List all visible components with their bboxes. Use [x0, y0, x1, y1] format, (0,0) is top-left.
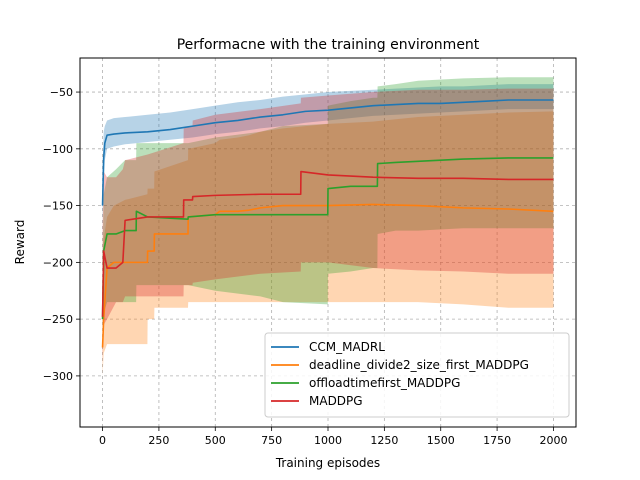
legend-label-0: CCM_MADRL — [309, 340, 385, 354]
y-tick-label: −100 — [43, 143, 73, 156]
y-tick-label: −250 — [43, 313, 73, 326]
legend: CCM_MADRL deadline_divide2_size_first_MAD… — [264, 332, 570, 418]
band-1 — [102, 111, 554, 376]
x-tick-label: 250 — [148, 434, 169, 447]
legend-label-3: MADDPG — [309, 394, 363, 408]
x-axis-label: Training episodes — [275, 456, 380, 470]
y-axis-ticks: −300 −250 −200 −150 −100 −50 — [43, 86, 80, 383]
y-axis-label: Reward — [13, 220, 27, 265]
x-tick-label: 1250 — [370, 434, 398, 447]
x-tick-label: 1500 — [427, 434, 455, 447]
legend-label-1: deadline_divide2_size_first_MADDPG — [309, 358, 529, 372]
y-tick-label: −200 — [43, 256, 73, 269]
x-axis-ticks: 0 250 500 750 1000 1250 1500 1750 2000 — [99, 427, 567, 447]
chart-title: Performacne with the training environmen… — [177, 37, 480, 53]
band-3 — [102, 88, 554, 365]
x-tick-label: 500 — [205, 434, 226, 447]
legend-box — [264, 332, 570, 418]
y-tick-label: −300 — [43, 370, 73, 383]
x-tick-label: 1750 — [483, 434, 511, 447]
legend-label-2: offloadtimefirst_MADDPG — [309, 376, 460, 390]
series-lines — [101, 99, 554, 348]
series-line-0 — [101, 99, 554, 206]
series-line-3 — [101, 170, 554, 317]
x-tick-label: 750 — [261, 434, 282, 447]
x-tick-label: 1000 — [314, 434, 342, 447]
x-tick-label: 2000 — [539, 434, 567, 447]
y-tick-label: −150 — [43, 200, 73, 213]
y-tick-label: −50 — [50, 86, 73, 99]
x-tick-label: 0 — [99, 434, 106, 447]
band-0 — [102, 84, 554, 223]
series-line-2 — [101, 157, 554, 320]
